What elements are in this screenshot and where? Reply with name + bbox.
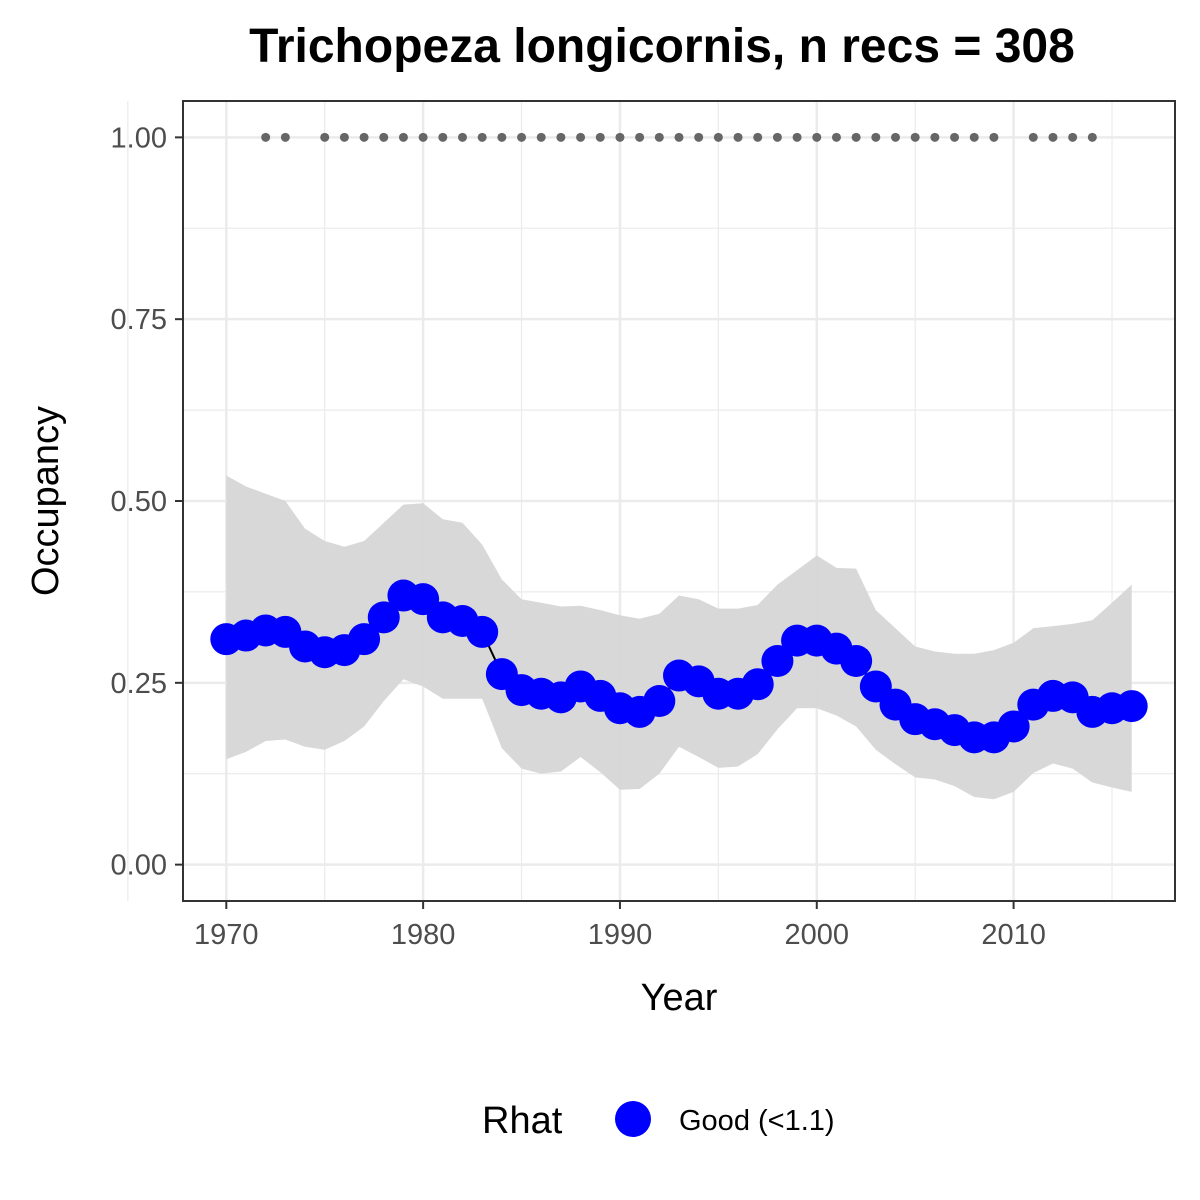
y-axis-ticks: 0.00 0.25 0.50 0.75 1.00 bbox=[111, 122, 183, 882]
record-year-points bbox=[261, 132, 1097, 142]
data-point bbox=[348, 623, 381, 656]
x-tick-label: 1990 bbox=[588, 919, 653, 951]
record-point bbox=[517, 132, 527, 142]
record-point bbox=[359, 132, 369, 142]
record-point bbox=[497, 132, 507, 142]
record-point bbox=[812, 132, 822, 142]
record-point bbox=[339, 132, 349, 142]
record-point bbox=[418, 132, 428, 142]
record-point bbox=[379, 132, 389, 142]
legend: Rhat Good (<1.1) bbox=[482, 1100, 835, 1142]
data-point bbox=[466, 615, 499, 648]
record-point bbox=[654, 132, 664, 142]
y-tick-label: 0.25 bbox=[111, 668, 167, 700]
x-tick-label: 2000 bbox=[785, 919, 850, 951]
x-axis-title: Year bbox=[641, 977, 718, 1019]
data-point bbox=[741, 668, 774, 701]
record-point bbox=[1028, 132, 1038, 142]
record-point bbox=[556, 132, 566, 142]
data-point bbox=[840, 645, 873, 677]
y-tick-label: 0.00 bbox=[111, 850, 167, 882]
y-tick-label: 0.75 bbox=[111, 304, 167, 336]
x-axis-ticks: 1970 1980 1990 2000 2010 bbox=[194, 901, 1046, 951]
legend-key-marker bbox=[615, 1101, 651, 1137]
record-point bbox=[674, 132, 684, 142]
y-tick-label: 1.00 bbox=[111, 122, 167, 154]
record-point bbox=[477, 132, 487, 142]
data-point bbox=[1115, 690, 1148, 723]
record-point bbox=[1068, 132, 1078, 142]
record-point bbox=[753, 132, 763, 142]
record-point bbox=[635, 132, 645, 142]
record-point bbox=[851, 132, 861, 142]
record-point bbox=[910, 132, 920, 142]
record-point bbox=[891, 132, 901, 142]
legend-title: Rhat bbox=[482, 1100, 563, 1142]
chart-title: Trichopeza longicornis, n recs = 308 bbox=[249, 20, 1075, 73]
record-point bbox=[261, 132, 271, 142]
record-point bbox=[733, 132, 743, 142]
record-point bbox=[930, 132, 940, 142]
record-point bbox=[792, 132, 802, 142]
record-point bbox=[989, 132, 999, 142]
x-tick-label: 2010 bbox=[981, 919, 1046, 951]
record-point bbox=[831, 132, 841, 142]
y-axis-title: Occupancy bbox=[25, 406, 67, 596]
occupancy-series bbox=[210, 579, 1148, 754]
record-point bbox=[950, 132, 960, 142]
x-tick-label: 1980 bbox=[391, 919, 456, 951]
record-point bbox=[320, 132, 330, 142]
record-point bbox=[772, 132, 782, 142]
y-tick-label: 0.50 bbox=[111, 486, 167, 518]
x-tick-label: 1970 bbox=[194, 919, 259, 951]
data-point bbox=[643, 685, 676, 717]
record-point bbox=[1087, 132, 1097, 142]
data-point bbox=[761, 645, 794, 677]
record-point bbox=[280, 132, 290, 142]
data-point bbox=[367, 601, 400, 634]
record-point bbox=[438, 132, 448, 142]
record-point bbox=[1048, 132, 1058, 142]
record-point bbox=[576, 132, 586, 142]
record-point bbox=[457, 132, 467, 142]
legend-label: Good (<1.1) bbox=[679, 1105, 835, 1137]
record-point bbox=[694, 132, 704, 142]
record-point bbox=[969, 132, 979, 142]
data-point bbox=[997, 710, 1030, 743]
record-point bbox=[871, 132, 881, 142]
record-point bbox=[398, 132, 408, 142]
record-point bbox=[713, 132, 723, 142]
record-point bbox=[536, 132, 546, 142]
record-point bbox=[595, 132, 605, 142]
record-point bbox=[615, 132, 625, 142]
